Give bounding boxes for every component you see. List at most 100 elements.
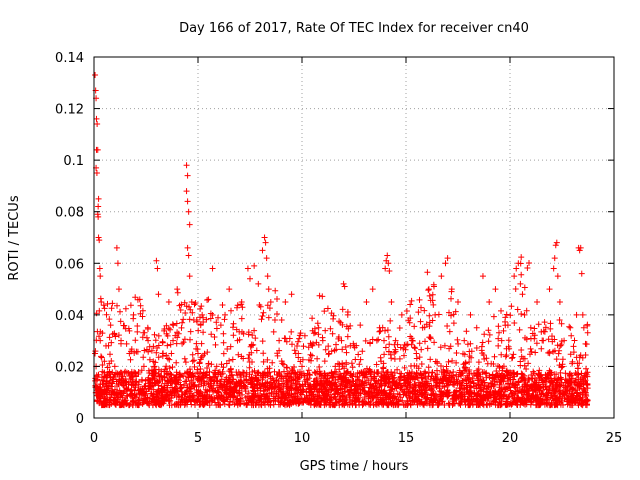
data-point (553, 239, 560, 246)
chart-title: Day 166 of 2017, Rate Of TEC Index for r… (179, 21, 529, 36)
data-point (498, 337, 505, 344)
y-axis-label: ROTI / TECUs (7, 195, 22, 280)
data-point (546, 286, 553, 293)
data-point (105, 342, 112, 349)
data-point (299, 363, 305, 370)
data-point (244, 265, 251, 272)
data-point (504, 322, 511, 329)
y-tick-label: 0.14 (55, 51, 84, 66)
data-point (195, 350, 201, 357)
data-point (94, 121, 101, 128)
data-point (163, 368, 170, 375)
data-point (341, 283, 348, 290)
data-point (185, 252, 192, 259)
data-point (209, 265, 216, 272)
data-point (332, 363, 339, 370)
data-point (386, 268, 393, 275)
data-point (540, 337, 547, 344)
data-point (92, 72, 99, 79)
data-point (388, 298, 395, 305)
data-point (363, 298, 370, 305)
data-point (461, 337, 468, 344)
data-point (382, 265, 389, 272)
data-point (226, 286, 233, 293)
data-point (407, 301, 414, 308)
data-point (94, 376, 101, 383)
data-point (288, 291, 295, 298)
data-point (154, 265, 161, 272)
data-point (95, 213, 102, 220)
data-point (438, 273, 445, 280)
data-point (513, 265, 520, 272)
data-point (577, 244, 584, 251)
data-point (265, 286, 272, 293)
data-point (419, 324, 426, 331)
data-point (184, 172, 191, 179)
data-point (492, 286, 499, 293)
plot-frame (93, 56, 615, 419)
data-point (309, 342, 316, 349)
data-point (95, 195, 102, 202)
data-point (378, 358, 385, 365)
data-point (573, 311, 580, 318)
data-point (425, 286, 432, 293)
data-point (99, 368, 106, 375)
tick-labels: 0 0.02 0.04 0.06 0.08 0.1 0.12 0.14 0 5 10 15 20 25 (55, 51, 622, 446)
data-point (392, 337, 399, 344)
data-point (95, 389, 102, 396)
data-point (554, 273, 561, 280)
data-point (467, 311, 474, 318)
data-point (373, 337, 380, 344)
data-point (534, 298, 541, 305)
data-point (519, 291, 526, 298)
y-tick-label: 0.02 (55, 360, 84, 375)
data-point (222, 311, 229, 318)
data-point (515, 260, 522, 267)
x-axis-label: GPS time / hours (300, 459, 409, 474)
dense-point-cloud (92, 254, 591, 409)
x-tick-label: 0 (90, 431, 98, 446)
data-point (170, 337, 177, 344)
data-point (527, 324, 534, 331)
data-point (93, 170, 100, 177)
data-point (107, 322, 114, 329)
data-point (136, 296, 143, 303)
y-tick-label: 0 (76, 412, 84, 427)
y-tick-label: 0.04 (55, 309, 84, 324)
data-point (369, 286, 376, 293)
data-point (517, 280, 524, 287)
data-point (251, 262, 258, 269)
data-point (174, 286, 181, 293)
data-point (205, 296, 212, 303)
data-point (247, 275, 253, 282)
data-point (263, 255, 270, 262)
data-point (551, 255, 558, 262)
data-point (511, 273, 518, 280)
data-point (238, 298, 245, 305)
data-point (326, 350, 333, 357)
data-point (184, 244, 191, 251)
data-point (213, 363, 220, 370)
data-point (292, 350, 299, 357)
data-point (155, 291, 162, 298)
y-tick-label: 0.08 (55, 206, 84, 221)
data-point (385, 260, 392, 267)
data-point (230, 376, 237, 383)
data-point (122, 368, 129, 375)
data-point (159, 350, 166, 357)
data-point (96, 265, 103, 272)
data-point (267, 298, 274, 305)
data-point (118, 337, 125, 344)
data-point (115, 286, 122, 293)
x-tick-label: 20 (502, 431, 519, 446)
data-point (259, 247, 266, 254)
data-point (384, 252, 391, 259)
data-point (473, 324, 480, 331)
data-point (113, 244, 120, 251)
axis-ticks (93, 56, 615, 419)
data-point (101, 358, 108, 365)
y-tick-label: 0.1 (63, 154, 84, 169)
data-point (351, 342, 357, 349)
data-point (234, 337, 241, 344)
data-point (282, 298, 289, 305)
